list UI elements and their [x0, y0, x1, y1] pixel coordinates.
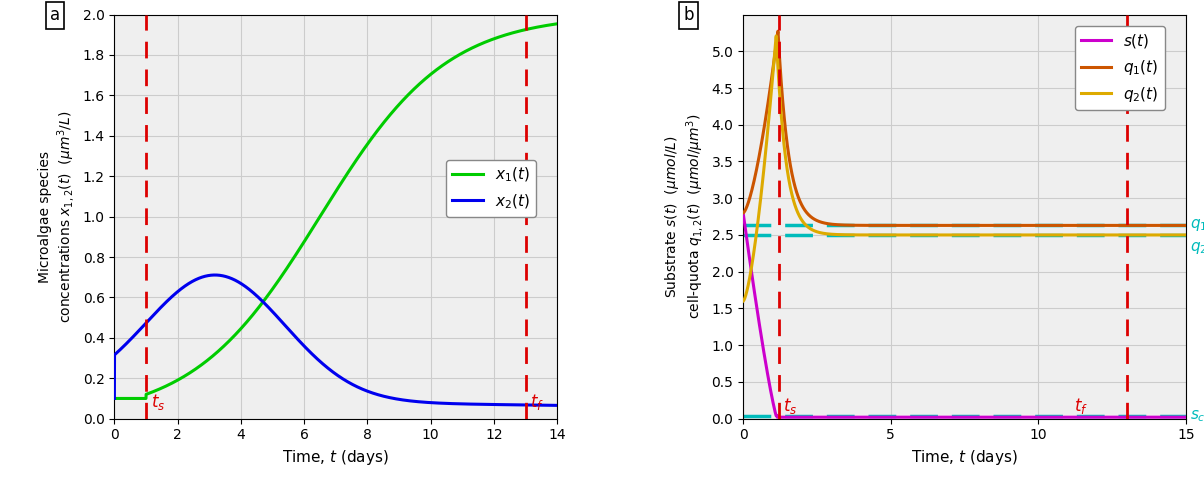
Y-axis label: Microalgae species
concentrations $x_{1,2}(t)$  ($\mu m^3/L$): Microalgae species concentrations $x_{1,… — [39, 110, 77, 323]
Text: a: a — [51, 6, 60, 24]
X-axis label: Time, $t$ (days): Time, $t$ (days) — [283, 448, 389, 467]
Text: $t_s$: $t_s$ — [150, 392, 165, 411]
Legend: $s(t)$, $q_1(t)$, $q_2(t)$: $s(t)$, $q_1(t)$, $q_2(t)$ — [1075, 26, 1165, 110]
Text: $s_c$: $s_c$ — [1191, 408, 1204, 424]
Text: $t_f$: $t_f$ — [1074, 396, 1088, 416]
Text: $q_{2c}$: $q_{2c}$ — [1191, 240, 1204, 256]
Text: b: b — [684, 6, 694, 24]
Text: $t_f$: $t_f$ — [530, 392, 544, 411]
Legend: $x_1(t)$, $x_2(t)$: $x_1(t)$, $x_2(t)$ — [447, 160, 536, 217]
Text: $q_{1c}$: $q_{1c}$ — [1191, 217, 1204, 233]
Y-axis label: Substrate $s(t)$  ($\mu mol/L$)
cell-quota $q_{1,2}(t)$  ($\mu mol/\mu m^3$): Substrate $s(t)$ ($\mu mol/L$) cell-quot… — [663, 114, 706, 319]
X-axis label: Time, $t$ (days): Time, $t$ (days) — [911, 448, 1017, 467]
Text: $t_s$: $t_s$ — [783, 396, 797, 416]
